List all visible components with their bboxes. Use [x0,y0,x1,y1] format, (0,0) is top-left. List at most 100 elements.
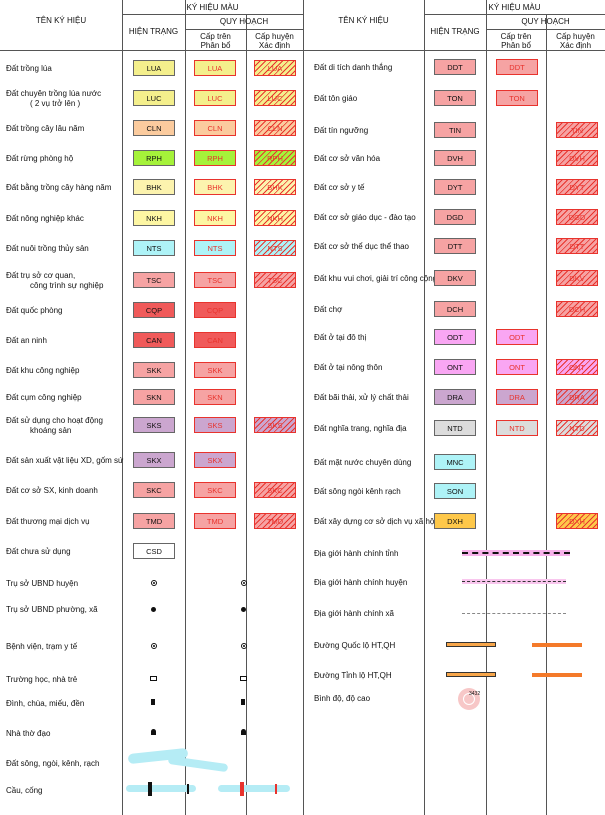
current-swatch: MNC [434,454,476,470]
hospital-icon [241,643,247,649]
current-swatch: CSD [133,543,175,559]
legend-label: Đất nuôi trồng thủy sản [6,244,89,253]
upper-plan-swatch: SKX [194,452,236,468]
upper-plan-swatch: BHK [194,179,236,195]
legend-label: Địa giới hành chính huyện [314,578,408,587]
upper-plan-swatch: TSC [194,272,236,288]
legend-label: Đất trồng lúa [6,64,52,73]
church-icon [241,729,246,735]
grid-line [122,14,303,15]
current-swatch: SON [434,483,476,499]
legend-label: Đất mặt nước chuyên dùng [314,458,412,467]
current-swatch: TMD [133,513,175,529]
temple-icon [151,699,155,705]
grid-line [303,0,304,815]
column-header-upper: Cấp trên Phân bổ [500,32,532,50]
district-plan-swatch: BHK [254,179,296,195]
current-swatch: CLN [133,120,175,136]
upper-plan-swatch: CQP [194,302,236,318]
legend-label: Đất chuyên trồng lúa nước [6,89,102,98]
district-plan-swatch: DYT [556,179,598,195]
legend-label: Cầu, cống [6,786,43,795]
legend-label: Trường học, nhà trẻ [6,675,78,684]
current-swatch: LUC [133,90,175,106]
legend-label: Địa giới hành chính tỉnh [314,549,399,558]
district-plan-swatch: DXH [556,513,598,529]
grid-line [185,0,186,815]
grid-line [486,0,487,815]
current-swatch: SKK [133,362,175,378]
column-header-district: Cấp huyện Xác định [255,32,294,50]
upper-plan-swatch: CAN [194,332,236,348]
legend-label: Đất rừng phòng hộ [6,154,74,163]
current-swatch: TON [434,90,476,106]
legend-label: Đường Tỉnh lộ HT,QH [314,671,392,680]
legend-label: Đất thương mại dịch vụ [6,517,90,526]
upper-plan-swatch: DDT [496,59,538,75]
legend-label: Đất sông, ngòi, kênh, rạch [6,759,100,768]
legend-label: Đất bằng trồng cây hàng năm [6,183,112,192]
district-boundary-line [462,581,566,582]
legend-label: Đất trụ sở cơ quan, [6,271,76,280]
column-header-planning: QUY HOẠCH [521,17,570,26]
upper-plan-swatch: ONT [496,359,538,375]
culvert-icon [187,784,189,794]
legend-label: Đất ở tại đô thị [314,333,367,342]
district-plan-swatch: TIN [556,122,598,138]
column-header-current: HIỆN TRẠNG [128,27,179,36]
current-swatch: ONT [434,359,476,375]
column-header-name: TÊN KÝ HIỆU [35,16,87,25]
upper-plan-swatch: TON [496,90,538,106]
commune-boundary-line [462,613,566,614]
upper-plan-swatch: RPH [194,150,236,166]
legend-label: Đất an ninh [6,336,47,345]
hospital-icon [151,643,157,649]
grid-line [424,0,425,815]
legend-label: Đất nghĩa trang, nghĩa địa [314,424,407,433]
legend-label: Đình, chùa, miếu, đền [6,699,85,708]
legend-label: Đất bãi thải, xử lý chất thải [314,393,409,402]
current-swatch: SKX [133,452,175,468]
legend-label: Đất cơ sở SX, kinh doanh [6,486,98,495]
legend-label: Đất khu công nghiệp [6,366,80,375]
current-swatch: DCH [434,301,476,317]
grid-line [0,50,605,51]
district-plan-swatch: TSC [254,272,296,288]
legend-label: Địa giới hành chính xã [314,609,394,618]
upper-plan-swatch: NKH [194,210,236,226]
upper-plan-swatch: LUC [194,90,236,106]
legend-label: Đất khu vui chơi, giải trí công cộng [314,274,438,283]
current-swatch: DKV [434,270,476,286]
temple-icon [241,699,245,705]
district-plan-swatch: DGD [556,209,598,225]
office-icon [241,607,246,612]
elevation-label: 3432 [469,691,481,697]
current-swatch: NTS [133,240,175,256]
legend-label: Đất quốc phòng [6,306,63,315]
district-plan-swatch: NKH [254,210,296,226]
district-plan-swatch: ONT [556,359,598,375]
current-swatch: SKC [133,482,175,498]
district-plan-swatch: LUA [254,60,296,76]
admin-center-icon [241,580,247,586]
contour-icon [463,693,475,705]
upper-plan-swatch: SKN [194,389,236,405]
grid-line [185,29,303,30]
column-header-upper: Cấp trên Phân bổ [200,32,231,50]
current-swatch: LUA [133,60,175,76]
current-swatch: CQP [133,302,175,318]
current-swatch: BHK [133,179,175,195]
upper-plan-swatch: CLN [194,120,236,136]
legend-label: Đất chợ [314,305,343,314]
district-plan-swatch: SKS [254,417,296,433]
upper-plan-swatch: DRA [496,389,538,405]
district-plan-swatch: NTD [556,420,598,436]
current-swatch: TIN [434,122,476,138]
legend-label: Đất tín ngưỡng [314,126,369,135]
legend-label: Nhà thờ đạo [6,729,51,738]
column-header-name: TÊN KÝ HIỆU [338,16,389,25]
legend-label: Đất chưa sử dụng [6,547,71,556]
school-icon [150,676,157,681]
upper-plan-swatch: NTS [194,240,236,256]
legend-label: Đất tôn giáo [314,94,358,103]
